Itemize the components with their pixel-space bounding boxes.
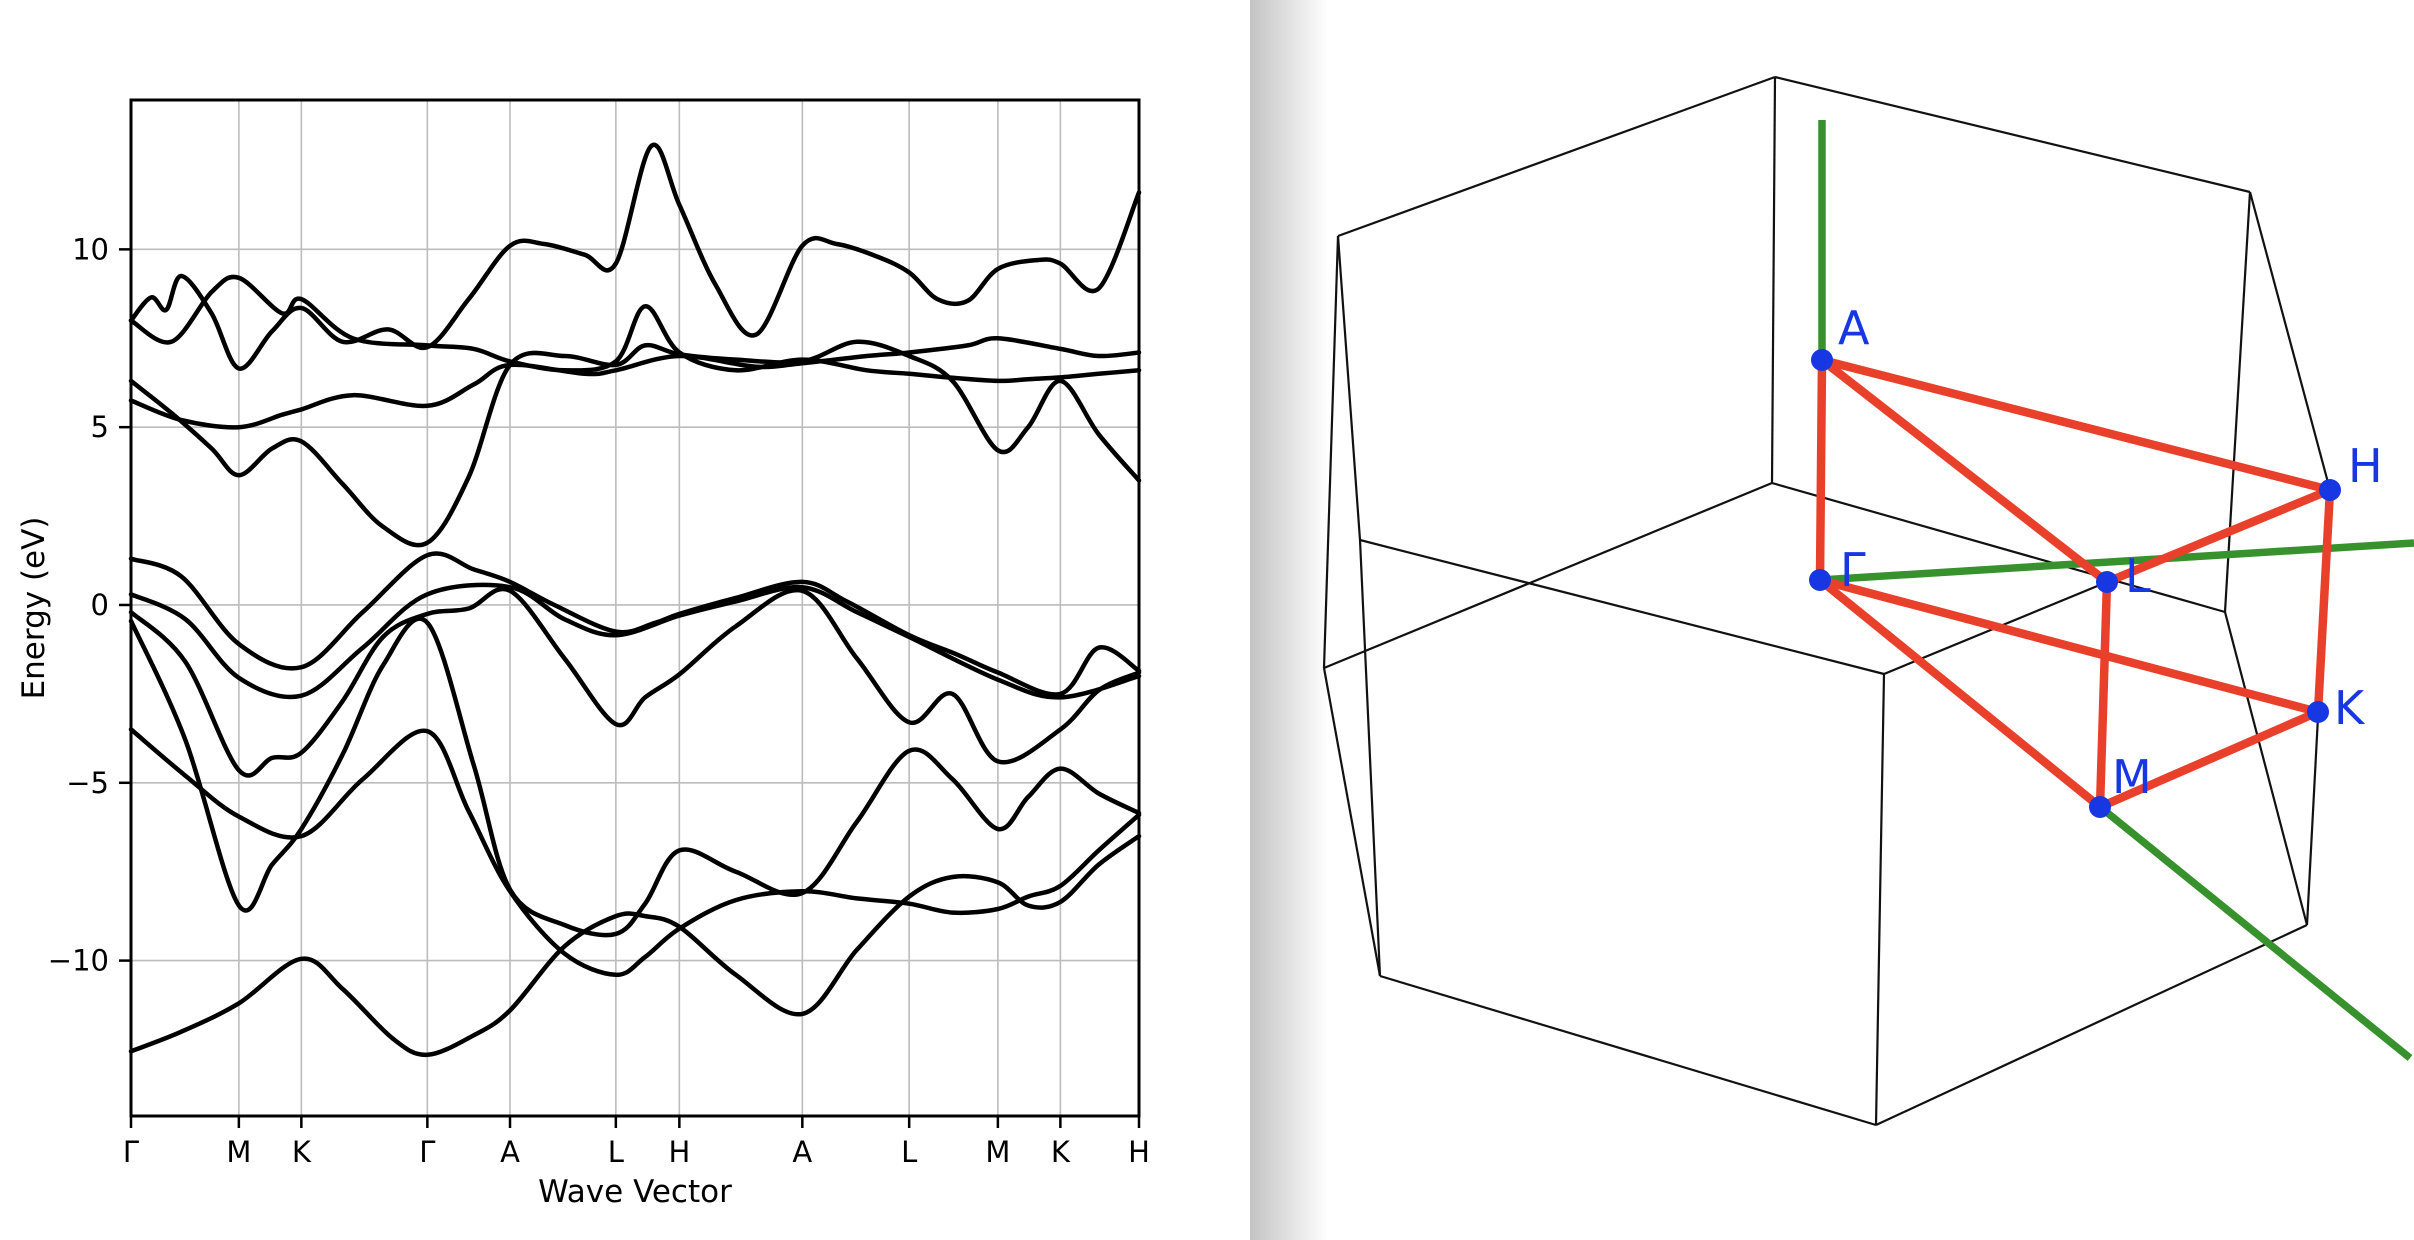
x-tick-label: K	[292, 1135, 312, 1169]
y-tick-label: 10	[72, 232, 109, 266]
bz-edge	[2248, 191, 2332, 491]
y-tick-label: 5	[91, 410, 109, 444]
sym-point-dot-H	[2319, 479, 2341, 501]
bz-edge	[1358, 539, 1382, 977]
sym-point-label-A: A	[1838, 301, 1870, 355]
x-tick-label: K	[1051, 1135, 1071, 1169]
y-tick-label: −5	[66, 766, 109, 800]
sym-point-label-M: M	[2112, 750, 2152, 804]
k-path-segment-L-M	[2095, 577, 2112, 812]
k-path-segment-Γ-A	[1815, 355, 1827, 585]
bz-edge	[1875, 924, 2308, 1126]
band-structure-panel: Γ M K Γ A L H A L M K H 10 5 0 −5 −10 Energy (eV) Wave V…	[16, 98, 1150, 1210]
x-tick-label: A	[500, 1135, 520, 1169]
band-curve-band-3	[128, 616, 1142, 938]
sym-point-label-L: L	[2125, 549, 2151, 603]
y-axis-label: Energy (eV)	[16, 517, 52, 700]
bz-edge	[1774, 75, 2251, 194]
bz-edge	[1336, 235, 1362, 541]
x-tick-label: M	[226, 1135, 251, 1169]
k-path-segment-A-H	[1817, 355, 2335, 495]
band-curve-band-7	[128, 339, 1142, 548]
x-tick-label: L	[608, 1135, 624, 1169]
chart-frame	[129, 98, 1141, 1118]
y-tick-label: 0	[91, 588, 109, 622]
sym-point-label-K: K	[2334, 681, 2366, 735]
sym-point-dot-K	[2307, 701, 2329, 723]
reciprocal-vector-b2-axis	[1819, 539, 2414, 584]
k-path-segment-Γ-K	[1815, 575, 2323, 717]
x-tick-label: H	[1128, 1135, 1150, 1169]
band-curve-band-5	[128, 582, 1142, 700]
band-curve-band-8	[128, 142, 1142, 371]
sym-point-dot-M	[2089, 796, 2111, 818]
brillouin-zone-panel: A Γ L H K M	[1250, 0, 2414, 1240]
high-symmetry-points	[1809, 349, 2341, 818]
k-path-segment-Γ-M	[1815, 575, 2105, 812]
sym-point-dot-L	[2096, 571, 2118, 593]
bz-edge	[1359, 538, 1885, 676]
bz-edge	[1770, 76, 1777, 484]
k-path-lines	[1815, 355, 2335, 812]
y-tick-label: −10	[48, 944, 109, 978]
band-curve-band-6	[128, 551, 1142, 697]
high-symmetry-labels: A Γ L H K M	[1838, 301, 2383, 804]
x-tick-label: Γ	[123, 1135, 139, 1169]
k-path-segment-K-H	[2313, 485, 2335, 717]
bz-edge	[1337, 75, 1776, 238]
bz-edge	[1771, 481, 2226, 614]
band-curve-band-4	[128, 586, 1142, 778]
k-path-segment-A-L	[1817, 355, 2112, 587]
bz-edge	[2223, 191, 2252, 613]
x-tick-label: H	[668, 1135, 690, 1169]
bz-edge	[2223, 611, 2309, 926]
x-tick-label: M	[985, 1135, 1010, 1169]
x-tick-label: L	[901, 1135, 917, 1169]
panel-divider-shadow	[1250, 0, 1328, 1240]
sym-point-label-H: H	[2348, 439, 2383, 493]
k-path-segment-M-K	[2095, 707, 2323, 812]
bz-edge	[1874, 673, 1886, 1126]
axes-box	[129, 98, 1141, 1118]
band-curve-band-9	[128, 274, 1142, 384]
x-tick-label: Γ	[419, 1135, 435, 1169]
brillouin-zone-plot: A Γ L H K M	[1322, 75, 2414, 1127]
sym-point-label-Γ: Γ	[1840, 543, 1866, 597]
bz-edge	[1323, 481, 1773, 670]
band-curve-band-10	[128, 336, 1142, 430]
band-curve-band-2	[128, 727, 1142, 978]
x-axis-label: Wave Vector	[538, 1174, 732, 1210]
bz-wireframe	[1322, 75, 2332, 1127]
chart-ticks: Γ M K Γ A L H A L M K H 10 5 0 −5 −10	[48, 232, 1150, 1169]
bz-edge	[1322, 667, 1382, 977]
bz-edge	[1379, 974, 1877, 1127]
x-tick-label: A	[792, 1135, 812, 1169]
band-structure-chart: Γ M K Γ A L H A L M K H 10 5 0 −5 −10 Energy (eV) Wave V…	[16, 98, 1150, 1210]
sym-point-dot-Γ	[1809, 569, 1831, 591]
band-curves	[128, 142, 1142, 1058]
band-curve-band-1	[128, 833, 1142, 1058]
sym-point-dot-A	[1811, 349, 1833, 371]
bz-edge	[1322, 235, 1340, 669]
k-path-segment-L-H	[2102, 485, 2335, 587]
